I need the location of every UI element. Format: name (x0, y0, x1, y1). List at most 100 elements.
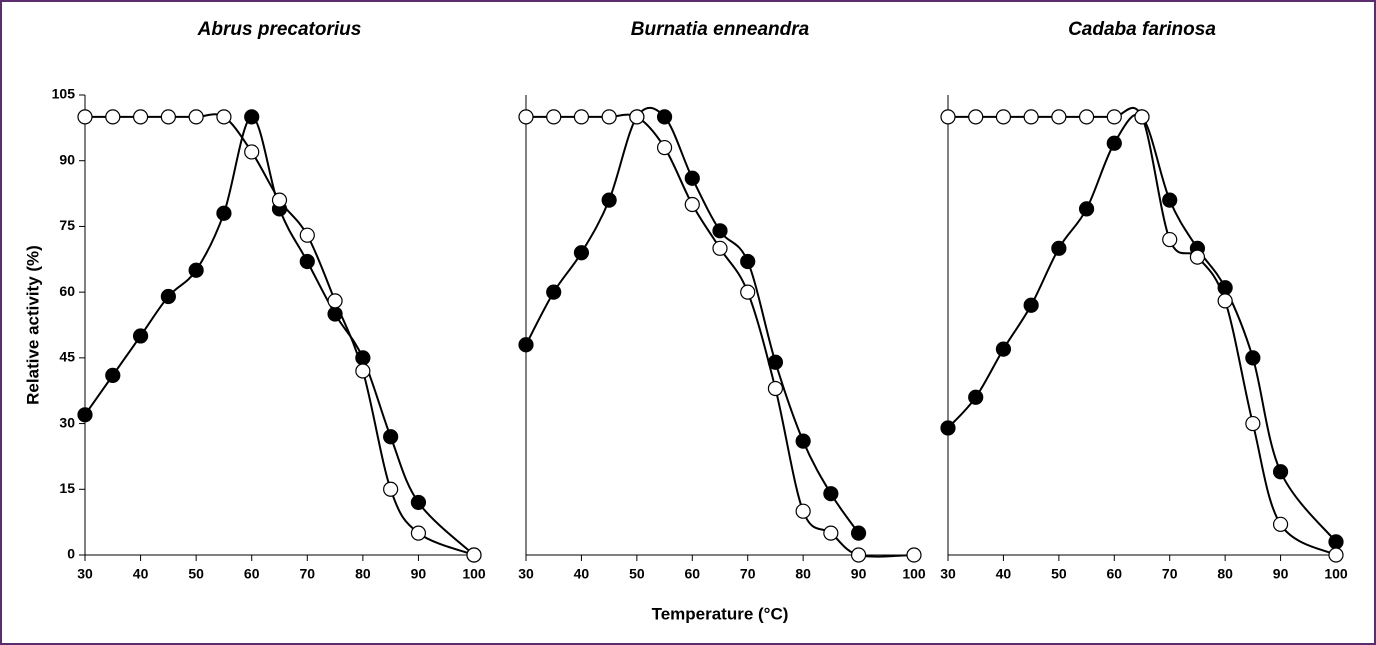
x-tick-label: 70 (1162, 566, 1178, 582)
data-point (656, 109, 673, 125)
data-point (1245, 415, 1261, 432)
data-point (601, 192, 617, 208)
data-point (77, 109, 93, 125)
data-point (823, 525, 839, 541)
x-tick-label: 80 (355, 566, 371, 582)
data-point (383, 481, 399, 497)
x-tick-label: 60 (684, 566, 700, 582)
data-point (1328, 547, 1344, 563)
data-point (410, 494, 427, 511)
x-tick-label: 50 (188, 566, 204, 582)
data-point (1078, 109, 1095, 125)
data-point (546, 284, 562, 300)
data-point (355, 350, 371, 366)
x-axis-label: Temperature (°C) (652, 604, 789, 623)
data-point (105, 367, 121, 383)
x-tick-label: 90 (411, 566, 427, 582)
chart-title: Burnatia enneandra (631, 19, 810, 40)
data-point (1189, 249, 1206, 265)
data-point (767, 380, 784, 397)
data-point (1245, 350, 1261, 366)
data-point (299, 227, 315, 243)
y-tick-label: 0 (67, 546, 75, 562)
x-tick-label: 80 (1217, 566, 1233, 582)
data-point (940, 420, 956, 436)
data-point (1217, 280, 1233, 296)
x-tick-label: 50 (1051, 566, 1067, 582)
data-point (271, 192, 288, 208)
data-point (327, 293, 343, 309)
data-point (968, 389, 984, 405)
data-point (327, 306, 343, 322)
x-tick-label: 80 (795, 566, 811, 582)
y-tick-label: 60 (59, 283, 75, 299)
data-point (518, 337, 534, 353)
x-tick-label: 50 (629, 566, 645, 582)
data-point (299, 253, 315, 270)
x-tick-label: 70 (740, 566, 756, 582)
data-point (216, 205, 232, 221)
data-point (740, 253, 756, 270)
data-point (1051, 109, 1067, 125)
data-point (740, 284, 756, 300)
data-point (105, 109, 121, 125)
y-tick-label: 90 (59, 151, 75, 167)
data-point (1106, 135, 1122, 151)
data-point (410, 525, 427, 541)
data-point (77, 407, 93, 423)
data-point (1106, 109, 1122, 125)
data-point (767, 354, 784, 370)
x-tick-label: 90 (1273, 566, 1289, 582)
x-tick-label: 60 (244, 566, 260, 582)
data-point (132, 328, 149, 344)
data-point (216, 109, 232, 125)
data-point (518, 109, 534, 125)
x-tick-label: 100 (1324, 566, 1348, 582)
data-point (466, 547, 482, 563)
data-point (573, 109, 590, 125)
data-point (383, 429, 399, 445)
data-point (795, 433, 811, 449)
data-point (940, 109, 956, 125)
data-point (1217, 293, 1233, 309)
data-point (188, 262, 204, 278)
data-point (573, 245, 590, 261)
x-tick-label: 100 (462, 566, 486, 582)
data-point (1078, 201, 1095, 217)
data-point (1134, 109, 1150, 125)
y-tick-label: 45 (59, 349, 75, 365)
data-point (995, 109, 1012, 125)
data-point (160, 288, 176, 305)
data-point (1162, 231, 1178, 248)
data-point (1023, 109, 1039, 125)
data-point (1023, 297, 1039, 313)
data-point (684, 196, 700, 213)
data-point (355, 363, 371, 379)
y-tick-label: 75 (59, 217, 75, 233)
data-point (656, 139, 673, 156)
x-tick-label: 60 (1106, 566, 1122, 582)
data-point (1272, 464, 1289, 480)
data-point (968, 109, 984, 125)
x-tick-label: 70 (299, 566, 315, 582)
data-point (629, 109, 645, 125)
data-point (1328, 534, 1344, 550)
data-point (850, 547, 867, 563)
data-point (850, 525, 867, 541)
data-point (188, 109, 204, 125)
x-tick-label: 30 (518, 566, 534, 582)
data-point (1051, 240, 1067, 256)
data-point (906, 547, 922, 563)
data-point (823, 486, 839, 502)
data-point (712, 240, 728, 256)
x-tick-label: 40 (996, 566, 1012, 582)
x-tick-label: 90 (851, 566, 867, 582)
data-point (712, 223, 728, 239)
data-point (546, 109, 562, 125)
chart-title: Cadaba farinosa (1068, 19, 1216, 40)
data-point (684, 170, 700, 186)
data-point (244, 144, 260, 160)
y-axis-label: Relative activity (%) (23, 245, 42, 405)
data-point (1162, 192, 1178, 208)
